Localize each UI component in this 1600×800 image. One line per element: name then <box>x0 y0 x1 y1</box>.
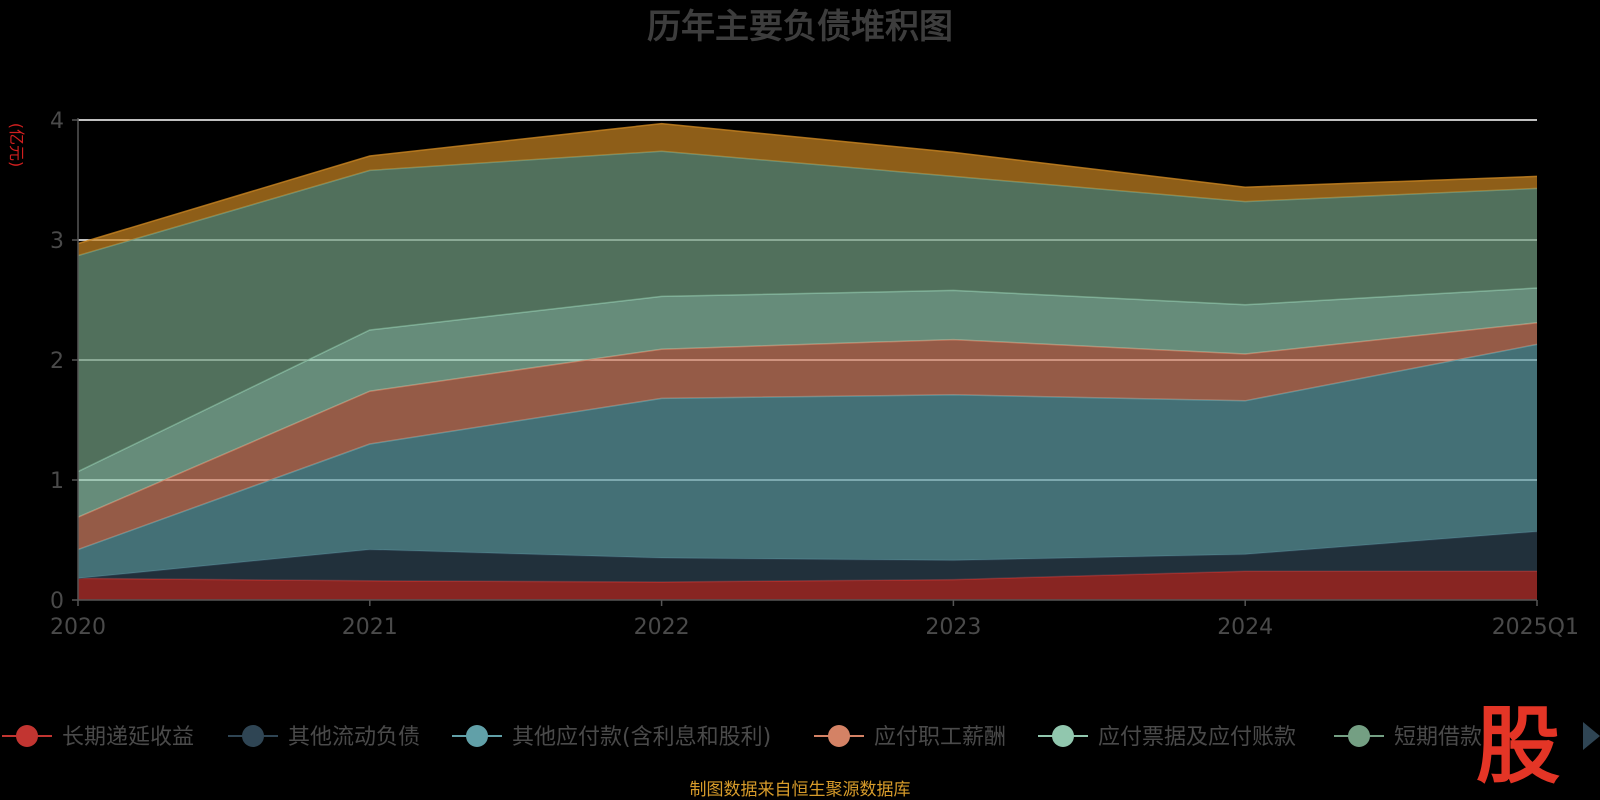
x-tick-label: 2023 <box>925 615 981 640</box>
legend-item[interactable]: 长期递延收益 <box>2 725 194 750</box>
legend-item[interactable]: 其他应付款(含利息和股利) <box>452 725 771 750</box>
axes: 2020 2021 2022 2023 2024 2025Q1 <box>50 118 1579 640</box>
legend-swatch-marker <box>466 725 488 747</box>
y-tick-label: 2 <box>50 349 64 374</box>
y-tick-label: 1 <box>50 469 64 494</box>
legend-item[interactable]: 短期借款 <box>1334 725 1482 750</box>
y-axis-unit: (亿元) <box>7 123 26 168</box>
legend-label: 长期递延收益 <box>62 725 194 750</box>
legend-swatch-marker <box>1052 725 1074 747</box>
legend-item[interactable]: 应付职工薪酬 <box>814 725 1006 750</box>
legend-label: 其他流动负债 <box>288 725 420 750</box>
area-series <box>77 122 1538 600</box>
data-source-note: 制图数据来自恒生聚源数据库 <box>690 780 911 800</box>
area-edge-line-6 <box>77 122 1538 245</box>
legend-label: 应付票据及应付账款 <box>1098 725 1296 750</box>
x-tick-label: 2025Q1 <box>1492 615 1579 640</box>
legend-swatch-marker <box>16 725 38 747</box>
y-tick-label: 0 <box>50 589 64 614</box>
triangle-right-icon <box>1583 722 1600 750</box>
legend-page-next-button[interactable] <box>1583 722 1600 750</box>
chart-title: 历年主要负债堆积图 <box>647 7 953 47</box>
x-tick-label: 2020 <box>50 615 106 640</box>
legend-item[interactable]: 应付票据及应付账款 <box>1038 725 1296 750</box>
logo-mark: 股 <box>1476 697 1560 795</box>
area-series-4 <box>78 288 1537 518</box>
legend-label: 应付职工薪酬 <box>874 725 1006 750</box>
x-tick-label: 2022 <box>634 615 690 640</box>
area-series-6 <box>78 123 1537 256</box>
x-tick-label: 2021 <box>342 615 398 640</box>
area-series-1 <box>78 531 1537 582</box>
area-series-2 <box>78 344 1537 579</box>
area-series-3 <box>78 322 1537 550</box>
legend-item[interactable]: 其他流动负债 <box>228 725 420 750</box>
y-tick-label: 3 <box>50 229 64 254</box>
legend-label: 其他应付款(含利息和股利) <box>512 725 771 750</box>
area-series-5 <box>78 151 1537 472</box>
legend: 长期递延收益 其他流动负债 其他应付款(含利息和股利) 应付职工薪酬 应付票据及应付账款… <box>2 725 1482 750</box>
y-tick-label: 4 <box>50 109 64 134</box>
area-edge-line-2 <box>77 343 1538 551</box>
legend-swatch-marker <box>1348 725 1370 747</box>
x-tick-label: 2024 <box>1217 615 1273 640</box>
area-series-0 <box>78 571 1537 600</box>
legend-label: 短期借款 <box>1394 725 1482 750</box>
legend-swatch-marker <box>828 725 850 747</box>
legend-swatch-marker <box>242 725 264 747</box>
